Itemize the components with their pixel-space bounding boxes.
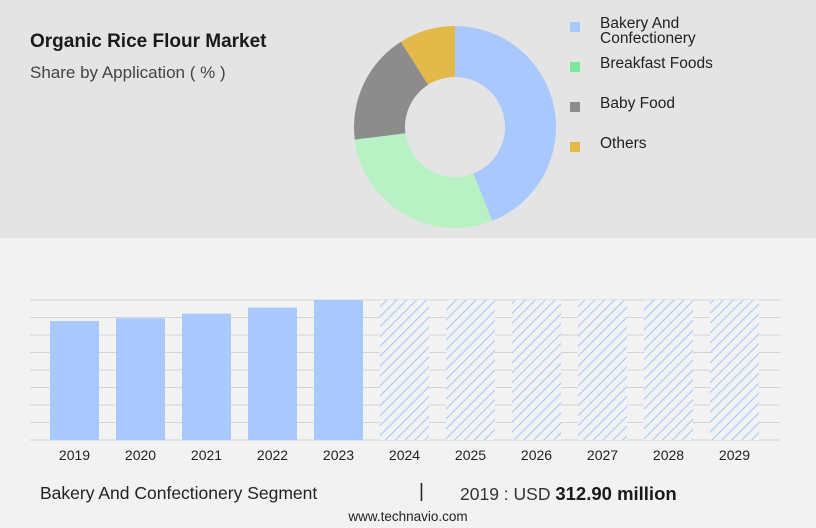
donut-chart (354, 26, 556, 228)
forecast-bar-2029 (710, 300, 759, 440)
donut-slice-baby-food (354, 41, 429, 140)
bar-2020 (116, 318, 165, 440)
x-tick-label-2027: 2027 (587, 447, 618, 463)
x-tick-label-2025: 2025 (455, 447, 486, 463)
forecast-bar-2025 (446, 300, 495, 440)
forecast-bar-2028 (644, 300, 693, 440)
chart-title: Organic Rice Flour Market (30, 31, 267, 52)
donut-slice-breakfast (354, 133, 493, 228)
legend-swatch-bakery (570, 22, 580, 32)
bar-2021 (182, 313, 231, 440)
footer-value-prefix: 2019 : USD (460, 484, 551, 504)
source-credit: www.technavio.com (348, 509, 468, 524)
legend-label-others: Others (600, 135, 647, 152)
footer-value-text: 2019 : USD 312.90 million (460, 483, 677, 505)
x-tick-label-2024: 2024 (389, 447, 420, 463)
legend-swatch-others (570, 142, 580, 152)
chart-subtitle: Share by Application ( % ) (30, 63, 226, 82)
bar-chart: 2019 2020 2021 2022 2023 2024 2025 2026 2027 2028… (30, 299, 780, 463)
footer-separator: | (419, 481, 424, 502)
bar-2022 (248, 307, 297, 440)
x-tick-label-2021: 2021 (191, 447, 222, 463)
bar-2023 (314, 300, 363, 440)
x-tick-label-2023: 2023 (323, 447, 354, 463)
x-tick-label-2029: 2029 (719, 447, 750, 463)
x-tick-label-2019: 2019 (59, 447, 90, 463)
legend-label-bakery: Bakery And Confectionery (600, 15, 696, 47)
forecast-bar-2024 (380, 300, 429, 440)
legend-label-baby-food: Baby Food (600, 95, 675, 112)
x-tick-label-2028: 2028 (653, 447, 684, 463)
forecast-bar-2026 (512, 300, 561, 440)
footer-value: 312.90 million (555, 483, 677, 504)
legend-swatch-baby-food (570, 102, 580, 112)
x-tick-label-2022: 2022 (257, 447, 288, 463)
footer-segment: Bakery And Confectionery Segment (40, 483, 318, 503)
x-tick-label-2026: 2026 (521, 447, 552, 463)
forecast-bar-2027 (578, 300, 627, 440)
x-tick-label-2020: 2020 (125, 447, 156, 463)
donut-slice-bakery (455, 26, 556, 221)
bar-2019 (50, 320, 99, 440)
legend-swatch-breakfast (570, 62, 580, 72)
donut-slice-others (400, 26, 455, 85)
legend-label-breakfast: Breakfast Foods (600, 55, 713, 72)
